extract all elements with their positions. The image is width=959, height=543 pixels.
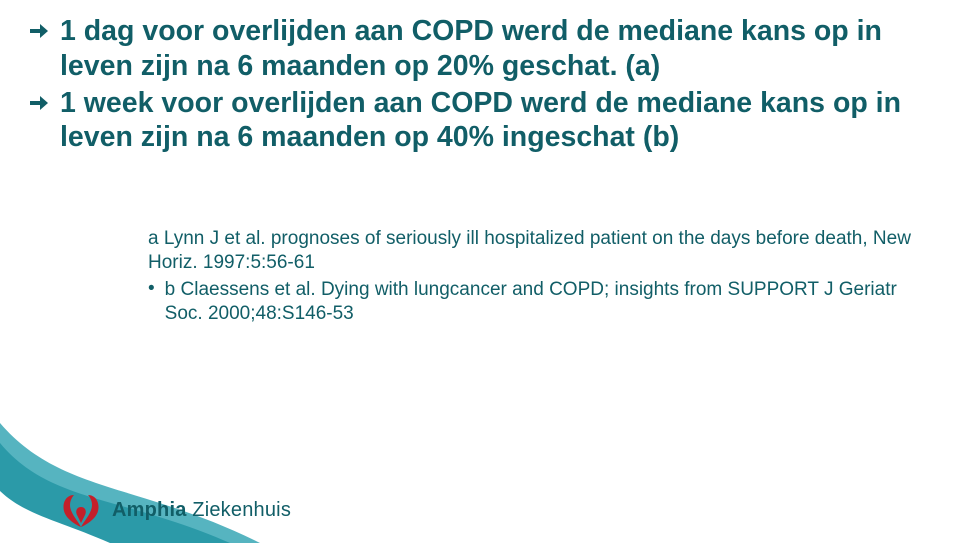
logo: Amphia Ziekenhuis (60, 491, 291, 529)
reference-text: b Claessens et al. Dying with lungcancer… (165, 278, 919, 327)
logo-text: Amphia Ziekenhuis (112, 499, 291, 522)
arrow-right-icon (28, 20, 50, 42)
references: a Lynn J et al. prognoses of seriously i… (148, 227, 919, 326)
bullet-item: 1 dag voor overlijden aan COPD werd de m… (28, 14, 919, 84)
logo-mark-icon (60, 491, 102, 529)
bullet-text: 1 week voor overlijden aan COPD werd de … (60, 86, 919, 156)
logo-name-bold: Amphia (112, 499, 187, 521)
content-area: 1 dag voor overlijden aan COPD werd de m… (28, 14, 919, 326)
reference-text: a Lynn J et al. prognoses of seriously i… (148, 227, 919, 276)
reference-item: a Lynn J et al. prognoses of seriously i… (148, 227, 919, 276)
bullet-text: 1 dag voor overlijden aan COPD werd de m… (60, 14, 919, 84)
arrow-right-icon (28, 92, 50, 114)
bullet-dot-icon: • (148, 278, 155, 300)
bullet-item: 1 week voor overlijden aan COPD werd de … (28, 86, 919, 156)
logo-name-light: Ziekenhuis (187, 499, 291, 521)
slide: 1 dag voor overlijden aan COPD werd de m… (0, 0, 959, 543)
reference-item: • b Claessens et al. Dying with lungcanc… (148, 278, 919, 327)
